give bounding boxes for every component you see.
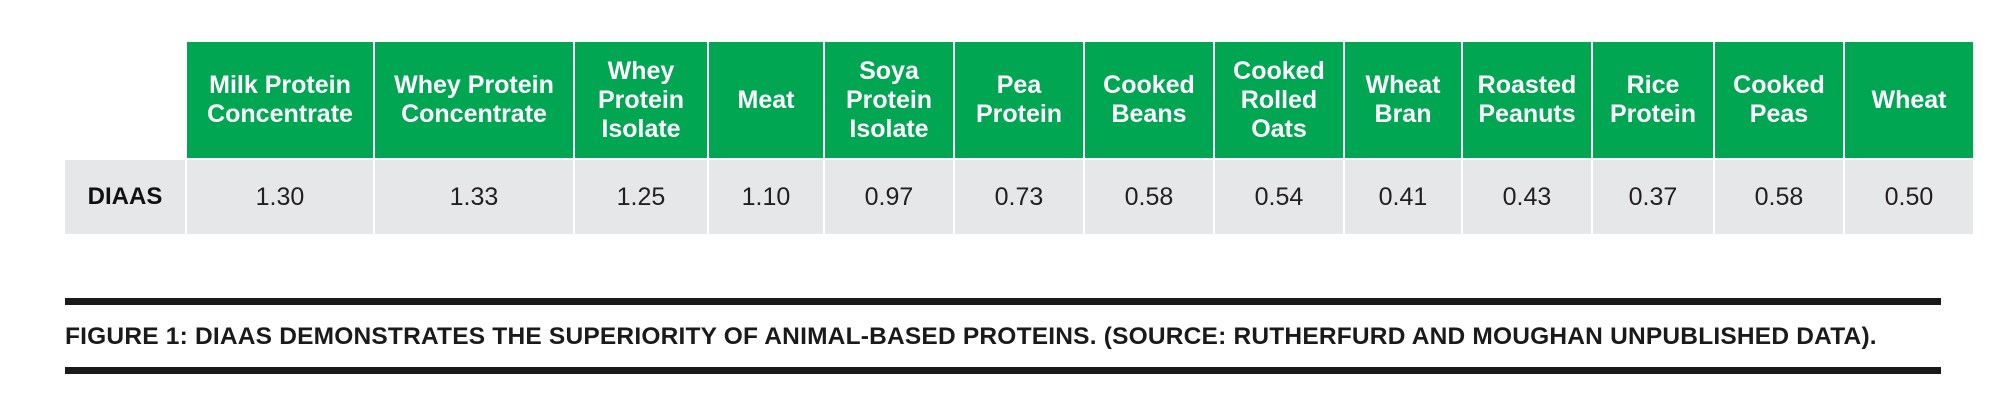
caption-top-rule (65, 298, 1941, 305)
diaas-row: DIAAS 1.30 1.33 1.25 1.10 0.97 0.73 0.58 0.54 0.… (65, 158, 1973, 234)
diaas-value: 0.50 (1845, 158, 1973, 234)
diaas-table-container: Milk Protein Concentrate Whey Protein Conce… (65, 42, 1973, 234)
column-header-line: Cooked (1103, 71, 1195, 99)
column-header-line: Beans (1111, 100, 1187, 128)
column-header-line: Protein (1609, 100, 1697, 128)
caption-bottom-rule (65, 367, 1941, 374)
diaas-value: 0.54 (1215, 158, 1345, 234)
column-header-line: Oats (1251, 114, 1307, 143)
column-header-line: Pea (996, 71, 1042, 99)
column-header-line: Protein (597, 85, 685, 114)
column-header: Soya Protein Isolate (825, 42, 955, 158)
column-header: Whey Protein Concentrate (375, 42, 575, 158)
column-header: Cooked Peas (1715, 42, 1845, 158)
column-header-line: Wheat (1365, 71, 1441, 99)
column-header-line: Wheat (1871, 85, 1947, 114)
diaas-value: 0.43 (1463, 158, 1593, 234)
column-header: Milk Protein Concentrate (187, 42, 375, 158)
header-row: Milk Protein Concentrate Whey Protein Conce… (65, 42, 1973, 158)
diaas-value: 0.97 (825, 158, 955, 234)
diaas-value: 0.41 (1345, 158, 1463, 234)
column-header-line: Peas (1749, 100, 1809, 128)
column-header-line: Concentrate (401, 100, 547, 128)
column-header-line: Peanuts (1478, 100, 1576, 128)
diaas-table: Milk Protein Concentrate Whey Protein Conce… (65, 42, 1973, 234)
diaas-value: 0.37 (1593, 158, 1715, 234)
diaas-value: 0.58 (1085, 158, 1215, 234)
figure-caption: FIGURE 1: DIAAS DEMONSTRATES THE SUPERIO… (65, 323, 1877, 350)
corner-cell (65, 42, 187, 158)
column-header: Rice Protein (1593, 42, 1715, 158)
column-header-line: Rolled (1240, 85, 1318, 114)
column-header-line: Concentrate (207, 100, 353, 128)
column-header-line: Protein (845, 85, 933, 114)
diaas-value: 1.25 (575, 158, 709, 234)
diaas-value: 0.73 (955, 158, 1085, 234)
column-header: Cooked Rolled Oats (1215, 42, 1345, 158)
column-header: Pea Protein (955, 42, 1085, 158)
column-header-line: Cooked (1733, 71, 1825, 99)
caption-block: FIGURE 1: DIAAS DEMONSTRATES THE SUPERIO… (65, 298, 1941, 374)
column-header-line: Isolate (601, 114, 681, 143)
diaas-value: 1.30 (187, 158, 375, 234)
column-header-line: Whey Protein (394, 71, 554, 99)
column-header: Whey Protein Isolate (575, 42, 709, 158)
diaas-value: 0.58 (1715, 158, 1845, 234)
column-header-line: Meat (737, 85, 795, 114)
column-header-line: Whey (607, 56, 675, 85)
column-header-line: Milk Protein (209, 71, 351, 99)
column-header: Wheat (1845, 42, 1973, 158)
column-header-line: Bran (1374, 100, 1432, 128)
column-header: Wheat Bran (1345, 42, 1463, 158)
column-header-line: Protein (975, 100, 1063, 128)
column-header-line: Cooked (1233, 56, 1325, 85)
diaas-value: 1.33 (375, 158, 575, 234)
column-header: Meat (709, 42, 825, 158)
column-header-line: Rice (1626, 71, 1680, 99)
column-header-line: Soya (859, 56, 919, 85)
diaas-value: 1.10 (709, 158, 825, 234)
column-header-line: Roasted (1477, 71, 1577, 99)
column-header: Cooked Beans (1085, 42, 1215, 158)
column-header-line: Isolate (849, 114, 929, 143)
row-label: DIAAS (65, 158, 187, 234)
column-header: Roasted Peanuts (1463, 42, 1593, 158)
